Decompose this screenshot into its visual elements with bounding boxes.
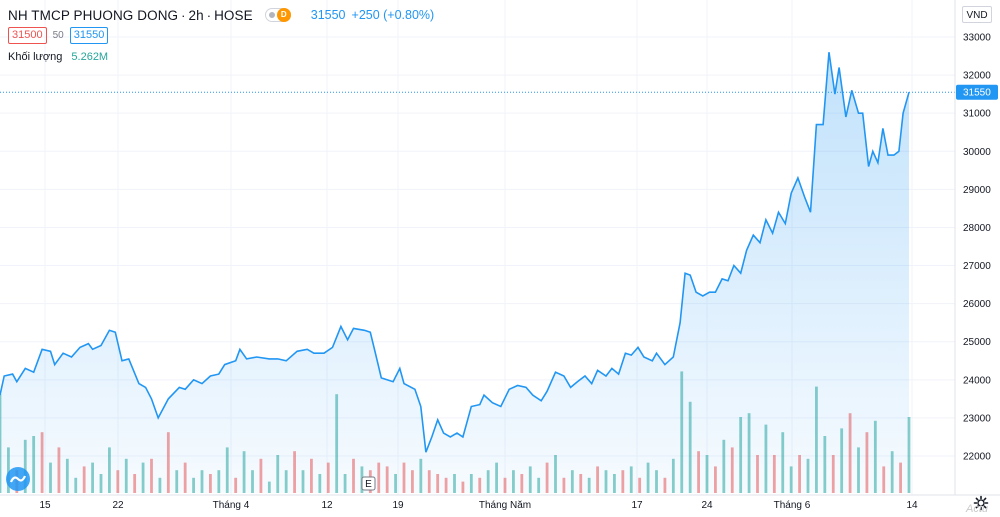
earnings-event-marker[interactable]: E (361, 476, 376, 491)
price-tick-label: 31000 (963, 109, 991, 120)
last-price: 31550 (310, 8, 346, 22)
interval-label[interactable]: 2h (188, 7, 204, 23)
current-price-text: 31550 (963, 88, 991, 99)
time-tick-label: 12 (321, 500, 333, 511)
time-tick-label: 22 (112, 500, 124, 511)
status-dot-icon (268, 12, 275, 18)
price-tick-label: 28000 (963, 223, 991, 234)
price-tick-label: 32000 (963, 71, 991, 82)
separator: · (206, 7, 212, 23)
price-tick-label: 22000 (963, 452, 991, 463)
time-tick-label: 17 (631, 500, 643, 511)
price-line (0, 52, 910, 453)
time-tick-label: 19 (392, 500, 404, 511)
symbol-title[interactable]: NH TMCP PHUONG DONG (8, 7, 179, 23)
volume-value: 5.262M (71, 51, 109, 63)
sell-price-button[interactable]: 31500 (8, 27, 47, 44)
current-price-label: 31550 (956, 84, 998, 100)
legend-header: NH TMCP PHUONG DONG · 2h · HOSE D 31550 … (8, 6, 434, 24)
price-tick-label: 30000 (963, 147, 991, 158)
activation-watermark: Actu (966, 503, 989, 515)
time-tick-label: Tháng 4 (213, 500, 250, 511)
spread-value: 50 (52, 30, 64, 41)
price-change: +250 (+0.80%) (351, 8, 435, 22)
price-tick-label: 29000 (963, 185, 991, 196)
exchange-label: HOSE (214, 7, 253, 23)
buy-price-button[interactable]: 31550 (69, 27, 109, 44)
price-axis[interactable]: 33000 32000 31000 30000 29000 28000 27000 26000… (963, 33, 991, 463)
time-tick-label: Tháng Năm (479, 500, 531, 511)
price-tick-label: 26000 (963, 299, 991, 310)
event-marker-label: E (365, 479, 372, 490)
delayed-badge-icon: D (276, 8, 291, 22)
tradingview-logo-icon[interactable] (5, 466, 31, 492)
market-status-toggle[interactable]: D (264, 8, 291, 22)
volume-legend: Khối lượng 5.262M (8, 51, 108, 63)
gear-icon[interactable] (973, 495, 989, 511)
separator: · (181, 7, 186, 23)
time-axis[interactable]: 15 22 Tháng 4 12 19 Tháng Năm 17 24 Tháng 6 14 (39, 500, 918, 511)
price-tick-label: 23000 (963, 413, 991, 424)
price-tick-label: 25000 (963, 337, 991, 348)
currency-button[interactable]: VND (962, 6, 992, 23)
volume-label[interactable]: Khối lượng (8, 51, 63, 63)
time-tick-label: 24 (701, 500, 713, 511)
time-tick-label: 15 (39, 500, 51, 511)
price-tick-label: 33000 (963, 33, 991, 44)
price-area-fill (0, 52, 909, 493)
time-tick-label: Tháng 6 (774, 500, 811, 511)
time-tick-label: 14 (906, 500, 918, 511)
bid-ask-row: 31500 50 31550 (8, 27, 109, 44)
price-tick-label: 27000 (963, 261, 991, 272)
price-tick-label: 24000 (963, 375, 991, 386)
